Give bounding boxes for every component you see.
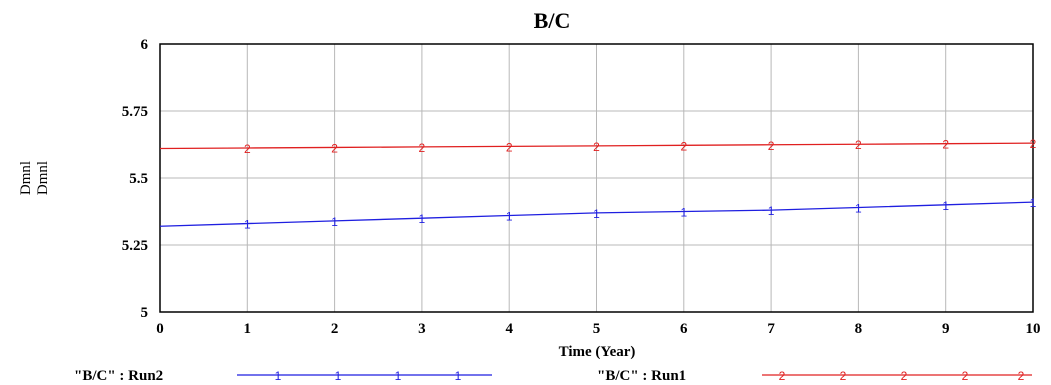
legend-marker: 1 <box>335 369 342 383</box>
series-line-2 <box>159 142 1034 150</box>
data-point-marker: 2 <box>680 139 687 153</box>
data-point-marker: 2 <box>331 141 338 155</box>
legend: "B/C" : Run2 1 1 1 1 "B/C" : Run1 2 2 2 2 2 <box>74 368 1032 384</box>
y-axis-label-line: Dmnl <box>35 161 51 195</box>
y-tick-label: 6 <box>141 37 149 53</box>
x-axis-label: Time (Year) <box>559 344 636 360</box>
y-axis-label-line: Dmnl <box>18 161 34 195</box>
data-point-marker: 2 <box>768 139 775 153</box>
legend-marker: 1 <box>395 369 402 383</box>
data-point-marker: 1 <box>419 212 426 226</box>
data-point-marker: 1 <box>942 199 949 213</box>
data-point-marker: 2 <box>419 141 426 155</box>
y-tick-label: 5.5 <box>129 171 148 187</box>
data-point-marker: 2 <box>942 138 949 152</box>
y-tick-label: 5 <box>141 305 149 321</box>
x-tick-label: 5 <box>593 321 601 337</box>
x-tick-label: 8 <box>855 321 863 337</box>
data-point-marker: 2 <box>506 140 513 154</box>
legend-marker: 1 <box>455 369 462 383</box>
x-tick-label: 7 <box>767 321 775 337</box>
x-tick-label: 2 <box>331 321 339 337</box>
y-tick-label: 5.25 <box>122 238 148 254</box>
x-tick-label: 3 <box>418 321 426 337</box>
legend-marker: 2 <box>840 369 847 383</box>
data-point-marker: 2 <box>244 142 251 156</box>
x-tick-label: 1 <box>244 321 252 337</box>
data-point-marker: 2 <box>1030 137 1037 151</box>
y-axis-label: Dmnl Dmnl <box>18 161 51 195</box>
data-point-marker: 1 <box>768 204 775 218</box>
x-tick-label: 4 <box>505 321 513 337</box>
x-tick-label: 0 <box>156 321 164 337</box>
data-point-marker: 1 <box>331 215 338 229</box>
x-tick-label: 10 <box>1026 321 1041 337</box>
data-point-marker: 1 <box>593 207 600 221</box>
legend-marker: 2 <box>1018 369 1025 383</box>
data-point-marker: 1 <box>680 206 687 220</box>
series-lines: 1 1 1 1 1 1 1 1 1 1 2 2 2 2 2 2 2 2 2 2 <box>159 137 1037 232</box>
data-point-marker: 2 <box>855 138 862 152</box>
data-point-marker: 1 <box>244 218 251 232</box>
data-point-marker: 1 <box>1030 196 1037 210</box>
x-tick-label: 9 <box>942 321 950 337</box>
legend-marker: 2 <box>779 369 786 383</box>
grid <box>160 44 1033 312</box>
legend-marker: 1 <box>275 369 282 383</box>
data-point-marker: 1 <box>506 210 513 224</box>
legend-label: "B/C" : Run2 <box>74 368 163 384</box>
chart-title: B/C <box>534 8 571 33</box>
x-tick-label: 6 <box>680 321 688 337</box>
y-tick-label: 5.75 <box>122 104 148 120</box>
data-point-marker: 2 <box>593 140 600 154</box>
legend-marker: 2 <box>901 369 908 383</box>
y-axis-ticks: 5 5.25 5.5 5.75 6 <box>122 37 149 321</box>
series-line-1 <box>159 201 1034 227</box>
legend-label: "B/C" : Run1 <box>597 368 686 384</box>
legend-marker: 2 <box>962 369 969 383</box>
data-point-marker: 1 <box>855 201 862 215</box>
plot-frame <box>159 43 1034 313</box>
x-axis-ticks: 0 1 2 3 4 5 6 7 8 9 10 <box>156 321 1040 337</box>
